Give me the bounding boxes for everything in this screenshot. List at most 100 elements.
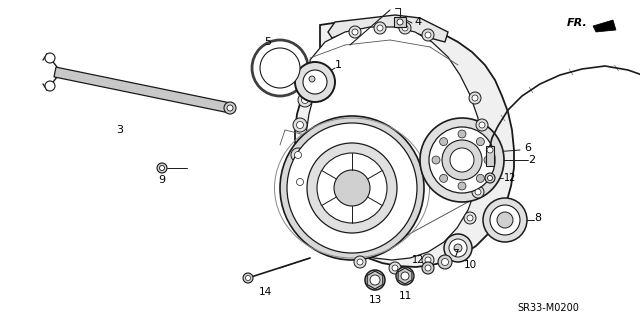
Circle shape	[293, 175, 307, 189]
Polygon shape	[328, 15, 448, 42]
Circle shape	[295, 62, 335, 102]
Circle shape	[422, 29, 434, 41]
Circle shape	[352, 29, 358, 35]
Circle shape	[483, 198, 527, 242]
Text: 3: 3	[116, 125, 124, 135]
Circle shape	[487, 147, 493, 153]
Circle shape	[442, 140, 482, 180]
Circle shape	[365, 270, 385, 290]
Circle shape	[429, 127, 495, 193]
Circle shape	[349, 26, 361, 38]
Circle shape	[476, 174, 484, 182]
Circle shape	[246, 276, 250, 280]
Circle shape	[334, 170, 370, 206]
Circle shape	[467, 215, 473, 221]
Circle shape	[432, 156, 440, 164]
Text: 9: 9	[159, 175, 166, 185]
Text: 8: 8	[534, 213, 541, 223]
Circle shape	[425, 265, 431, 271]
Circle shape	[402, 25, 408, 31]
Circle shape	[291, 148, 305, 162]
Circle shape	[425, 32, 431, 38]
Circle shape	[307, 143, 397, 233]
Polygon shape	[593, 20, 616, 32]
Text: 10: 10	[463, 260, 477, 270]
Circle shape	[464, 212, 476, 224]
Circle shape	[425, 257, 431, 263]
Circle shape	[392, 265, 398, 271]
Polygon shape	[54, 67, 231, 113]
Circle shape	[296, 122, 303, 129]
Circle shape	[458, 130, 466, 138]
Circle shape	[294, 152, 301, 159]
Circle shape	[438, 255, 452, 269]
Circle shape	[444, 234, 472, 262]
Circle shape	[488, 175, 493, 181]
Circle shape	[280, 116, 424, 260]
Circle shape	[227, 105, 233, 111]
Polygon shape	[398, 268, 412, 284]
Circle shape	[354, 256, 366, 268]
Text: SR33-M0200: SR33-M0200	[517, 303, 579, 313]
Text: 12: 12	[412, 255, 424, 265]
Circle shape	[450, 148, 474, 172]
Circle shape	[422, 254, 434, 266]
Circle shape	[287, 123, 417, 253]
Polygon shape	[295, 20, 514, 267]
Polygon shape	[367, 271, 383, 289]
Circle shape	[475, 189, 481, 195]
Text: 14: 14	[259, 287, 271, 297]
Circle shape	[369, 274, 381, 286]
Circle shape	[298, 93, 312, 107]
Polygon shape	[394, 17, 406, 27]
Circle shape	[303, 70, 327, 94]
Circle shape	[296, 179, 303, 186]
Circle shape	[243, 273, 253, 283]
Circle shape	[401, 272, 409, 280]
Circle shape	[497, 212, 513, 228]
Circle shape	[45, 81, 55, 91]
Circle shape	[252, 40, 308, 96]
Circle shape	[454, 244, 462, 252]
Text: 5: 5	[264, 37, 271, 47]
Circle shape	[374, 22, 386, 34]
Circle shape	[472, 186, 484, 198]
Circle shape	[440, 137, 447, 145]
Circle shape	[260, 48, 300, 88]
Circle shape	[490, 205, 520, 235]
Circle shape	[293, 118, 307, 132]
Circle shape	[309, 76, 315, 82]
Circle shape	[476, 119, 488, 131]
Circle shape	[157, 163, 167, 173]
Circle shape	[389, 262, 401, 274]
Text: FR.: FR.	[567, 18, 588, 28]
Circle shape	[422, 262, 434, 274]
Circle shape	[458, 182, 466, 190]
Circle shape	[357, 259, 363, 265]
Circle shape	[370, 275, 380, 285]
Text: 4: 4	[415, 17, 422, 27]
Circle shape	[449, 239, 467, 257]
Circle shape	[472, 95, 478, 101]
Circle shape	[442, 258, 449, 265]
Text: 12: 12	[504, 173, 516, 183]
Circle shape	[440, 174, 447, 182]
Circle shape	[476, 137, 484, 145]
Circle shape	[159, 166, 164, 170]
Circle shape	[301, 97, 308, 103]
Text: 6: 6	[525, 143, 531, 153]
Text: 1: 1	[335, 60, 342, 70]
Circle shape	[377, 25, 383, 31]
Circle shape	[484, 156, 492, 164]
Text: 13: 13	[369, 295, 381, 305]
Circle shape	[399, 22, 411, 34]
Circle shape	[479, 122, 485, 128]
Text: 2: 2	[529, 155, 536, 165]
Circle shape	[397, 19, 403, 25]
Circle shape	[45, 53, 55, 63]
Circle shape	[469, 92, 481, 104]
Polygon shape	[486, 146, 494, 166]
Circle shape	[317, 153, 387, 223]
Polygon shape	[305, 27, 480, 260]
Text: 11: 11	[398, 291, 412, 301]
